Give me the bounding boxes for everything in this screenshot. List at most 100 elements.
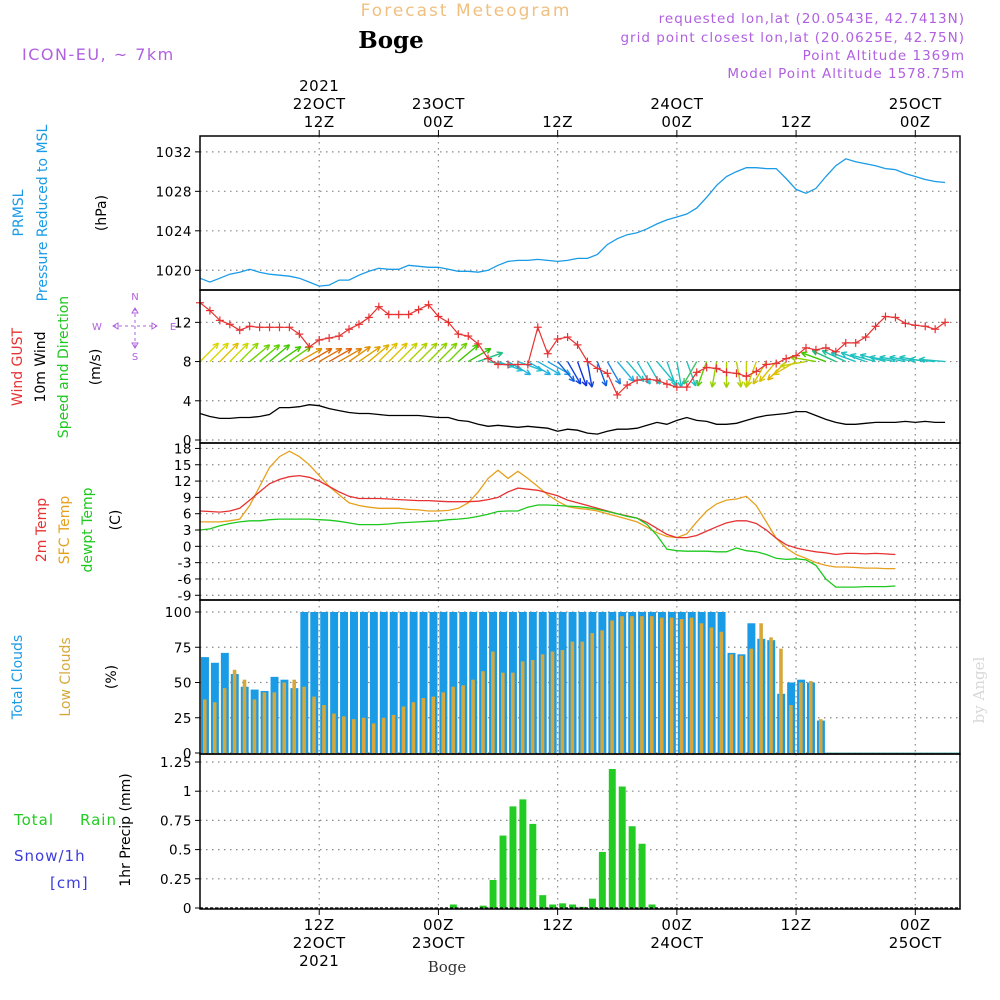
low-cloud-bar bbox=[401, 706, 406, 753]
gust-marker bbox=[384, 310, 393, 319]
low-cloud-bar bbox=[779, 648, 783, 753]
compass-w: W bbox=[92, 322, 102, 333]
wind-arrow bbox=[388, 342, 408, 363]
low-cloud-bar bbox=[421, 698, 426, 753]
x-label-bottom: 00Z bbox=[423, 916, 454, 934]
wind-arrow-shaft bbox=[279, 346, 302, 363]
data-marks bbox=[196, 158, 960, 909]
wind-arrow-head bbox=[276, 344, 281, 351]
wind-arrow-shaft bbox=[209, 342, 229, 363]
wind-arrow-head bbox=[337, 348, 343, 354]
gust-marker bbox=[444, 318, 453, 327]
wind-arrow-shaft bbox=[408, 342, 428, 363]
wind-arrow bbox=[606, 361, 622, 385]
gust-marker bbox=[633, 376, 642, 385]
wind-arrow-head bbox=[212, 342, 219, 346]
gust-marker bbox=[225, 320, 234, 329]
label-ms: (m/s) bbox=[88, 349, 104, 386]
pressure-line bbox=[199, 158, 946, 287]
wind-arrow-shaft bbox=[790, 356, 817, 363]
compass-arrowhead bbox=[131, 342, 139, 349]
label-total-clouds: Total Clouds bbox=[10, 635, 26, 720]
gust-marker bbox=[841, 338, 850, 347]
wind-arrow-head bbox=[909, 356, 916, 360]
low-cloud-bar bbox=[640, 616, 644, 753]
wind-arrow bbox=[800, 351, 827, 363]
wind-arrow-head bbox=[566, 369, 571, 375]
rain-bar bbox=[479, 905, 487, 908]
wind-arrow-head bbox=[327, 348, 333, 354]
x-label-top: 24OCT bbox=[650, 95, 703, 113]
location-title: Boge bbox=[358, 27, 424, 54]
wind-arrow-head bbox=[850, 353, 857, 356]
wind-arrow-head bbox=[899, 354, 906, 358]
low-cloud-bar bbox=[520, 661, 525, 753]
wind-arrow-shaft bbox=[507, 360, 531, 376]
wind-arrow bbox=[683, 361, 698, 385]
y-tick-label: 1.25 bbox=[160, 755, 192, 771]
low-cloud-bar bbox=[600, 630, 604, 753]
wind-arrow-shaft bbox=[289, 346, 312, 363]
wind-arrow-shaft bbox=[780, 360, 807, 367]
y-tick-label: 1020 bbox=[156, 263, 192, 279]
wind-arrow-shaft bbox=[636, 361, 651, 385]
wind-arrow bbox=[477, 351, 504, 363]
rain-bar bbox=[559, 903, 567, 908]
rain-bar bbox=[588, 898, 596, 908]
low-cloud-bar bbox=[669, 617, 674, 753]
gust-marker bbox=[434, 312, 443, 321]
chart-footer: Boge by Angel bbox=[428, 656, 988, 976]
gust-marker bbox=[454, 330, 463, 339]
gust-marker bbox=[881, 312, 890, 321]
gust-marker bbox=[742, 372, 751, 381]
low-cloud-bar bbox=[262, 692, 267, 753]
wind-arrow-head bbox=[908, 358, 915, 363]
wind-arrow-shaft bbox=[199, 342, 219, 363]
panel-labels: PRMSL Pressure Reduced to MSL (hPa) Wind GU… bbox=[10, 124, 176, 892]
gust-marker bbox=[652, 376, 661, 385]
wind-arrow-head bbox=[889, 354, 896, 358]
wind-arrow-head bbox=[376, 346, 381, 353]
wind-arrow-shaft bbox=[318, 347, 343, 363]
wind-arrow-head bbox=[736, 381, 742, 388]
wind-arrow-head bbox=[899, 356, 905, 362]
y-tick-label: 75 bbox=[174, 640, 192, 656]
wind-arrow-shaft bbox=[697, 361, 708, 387]
wind-arrow-head bbox=[394, 342, 398, 350]
wind-arrow-shaft bbox=[527, 360, 551, 376]
wind-arrow-shaft bbox=[437, 342, 458, 363]
gust-marker bbox=[861, 333, 870, 342]
low-cloud-bar bbox=[560, 650, 565, 753]
total-cloud-bar bbox=[340, 612, 349, 753]
wind-arrow-head bbox=[263, 344, 270, 348]
wind-arrow-shaft bbox=[378, 342, 398, 363]
gust-marker bbox=[821, 343, 830, 352]
wind-arrow-head bbox=[859, 354, 866, 360]
gust-marker bbox=[603, 369, 612, 378]
wind-arrow bbox=[696, 361, 708, 387]
y-tick-label: 3 bbox=[183, 523, 192, 539]
gust-marker bbox=[792, 351, 801, 360]
wind-arrow-shaft bbox=[576, 361, 588, 387]
gust-marker bbox=[305, 342, 314, 351]
gust-marker bbox=[692, 368, 701, 377]
wind-arrow bbox=[527, 360, 551, 376]
low-cloud-bar bbox=[471, 679, 475, 753]
gust-marker bbox=[424, 300, 433, 309]
wind-arrow-head bbox=[222, 342, 229, 346]
gust-marker bbox=[315, 336, 324, 344]
gust-marker bbox=[613, 390, 622, 399]
x-label-top: 23OCT bbox=[412, 95, 465, 113]
wind-arrow-head bbox=[404, 342, 408, 350]
rain-bar bbox=[449, 904, 457, 908]
y-tick-label: 12 bbox=[174, 315, 192, 331]
y-tick-label: 1024 bbox=[156, 224, 192, 240]
total-cloud-bar bbox=[359, 612, 368, 753]
wind-arrow-shaft bbox=[447, 342, 468, 363]
gust-marker bbox=[911, 321, 920, 330]
wind-arrow-head bbox=[746, 379, 749, 387]
wind-arrow-head bbox=[516, 369, 523, 372]
wind-arrow-head bbox=[879, 356, 886, 362]
wind-arrow-head bbox=[283, 344, 290, 348]
wind-arrow-head bbox=[680, 381, 684, 388]
